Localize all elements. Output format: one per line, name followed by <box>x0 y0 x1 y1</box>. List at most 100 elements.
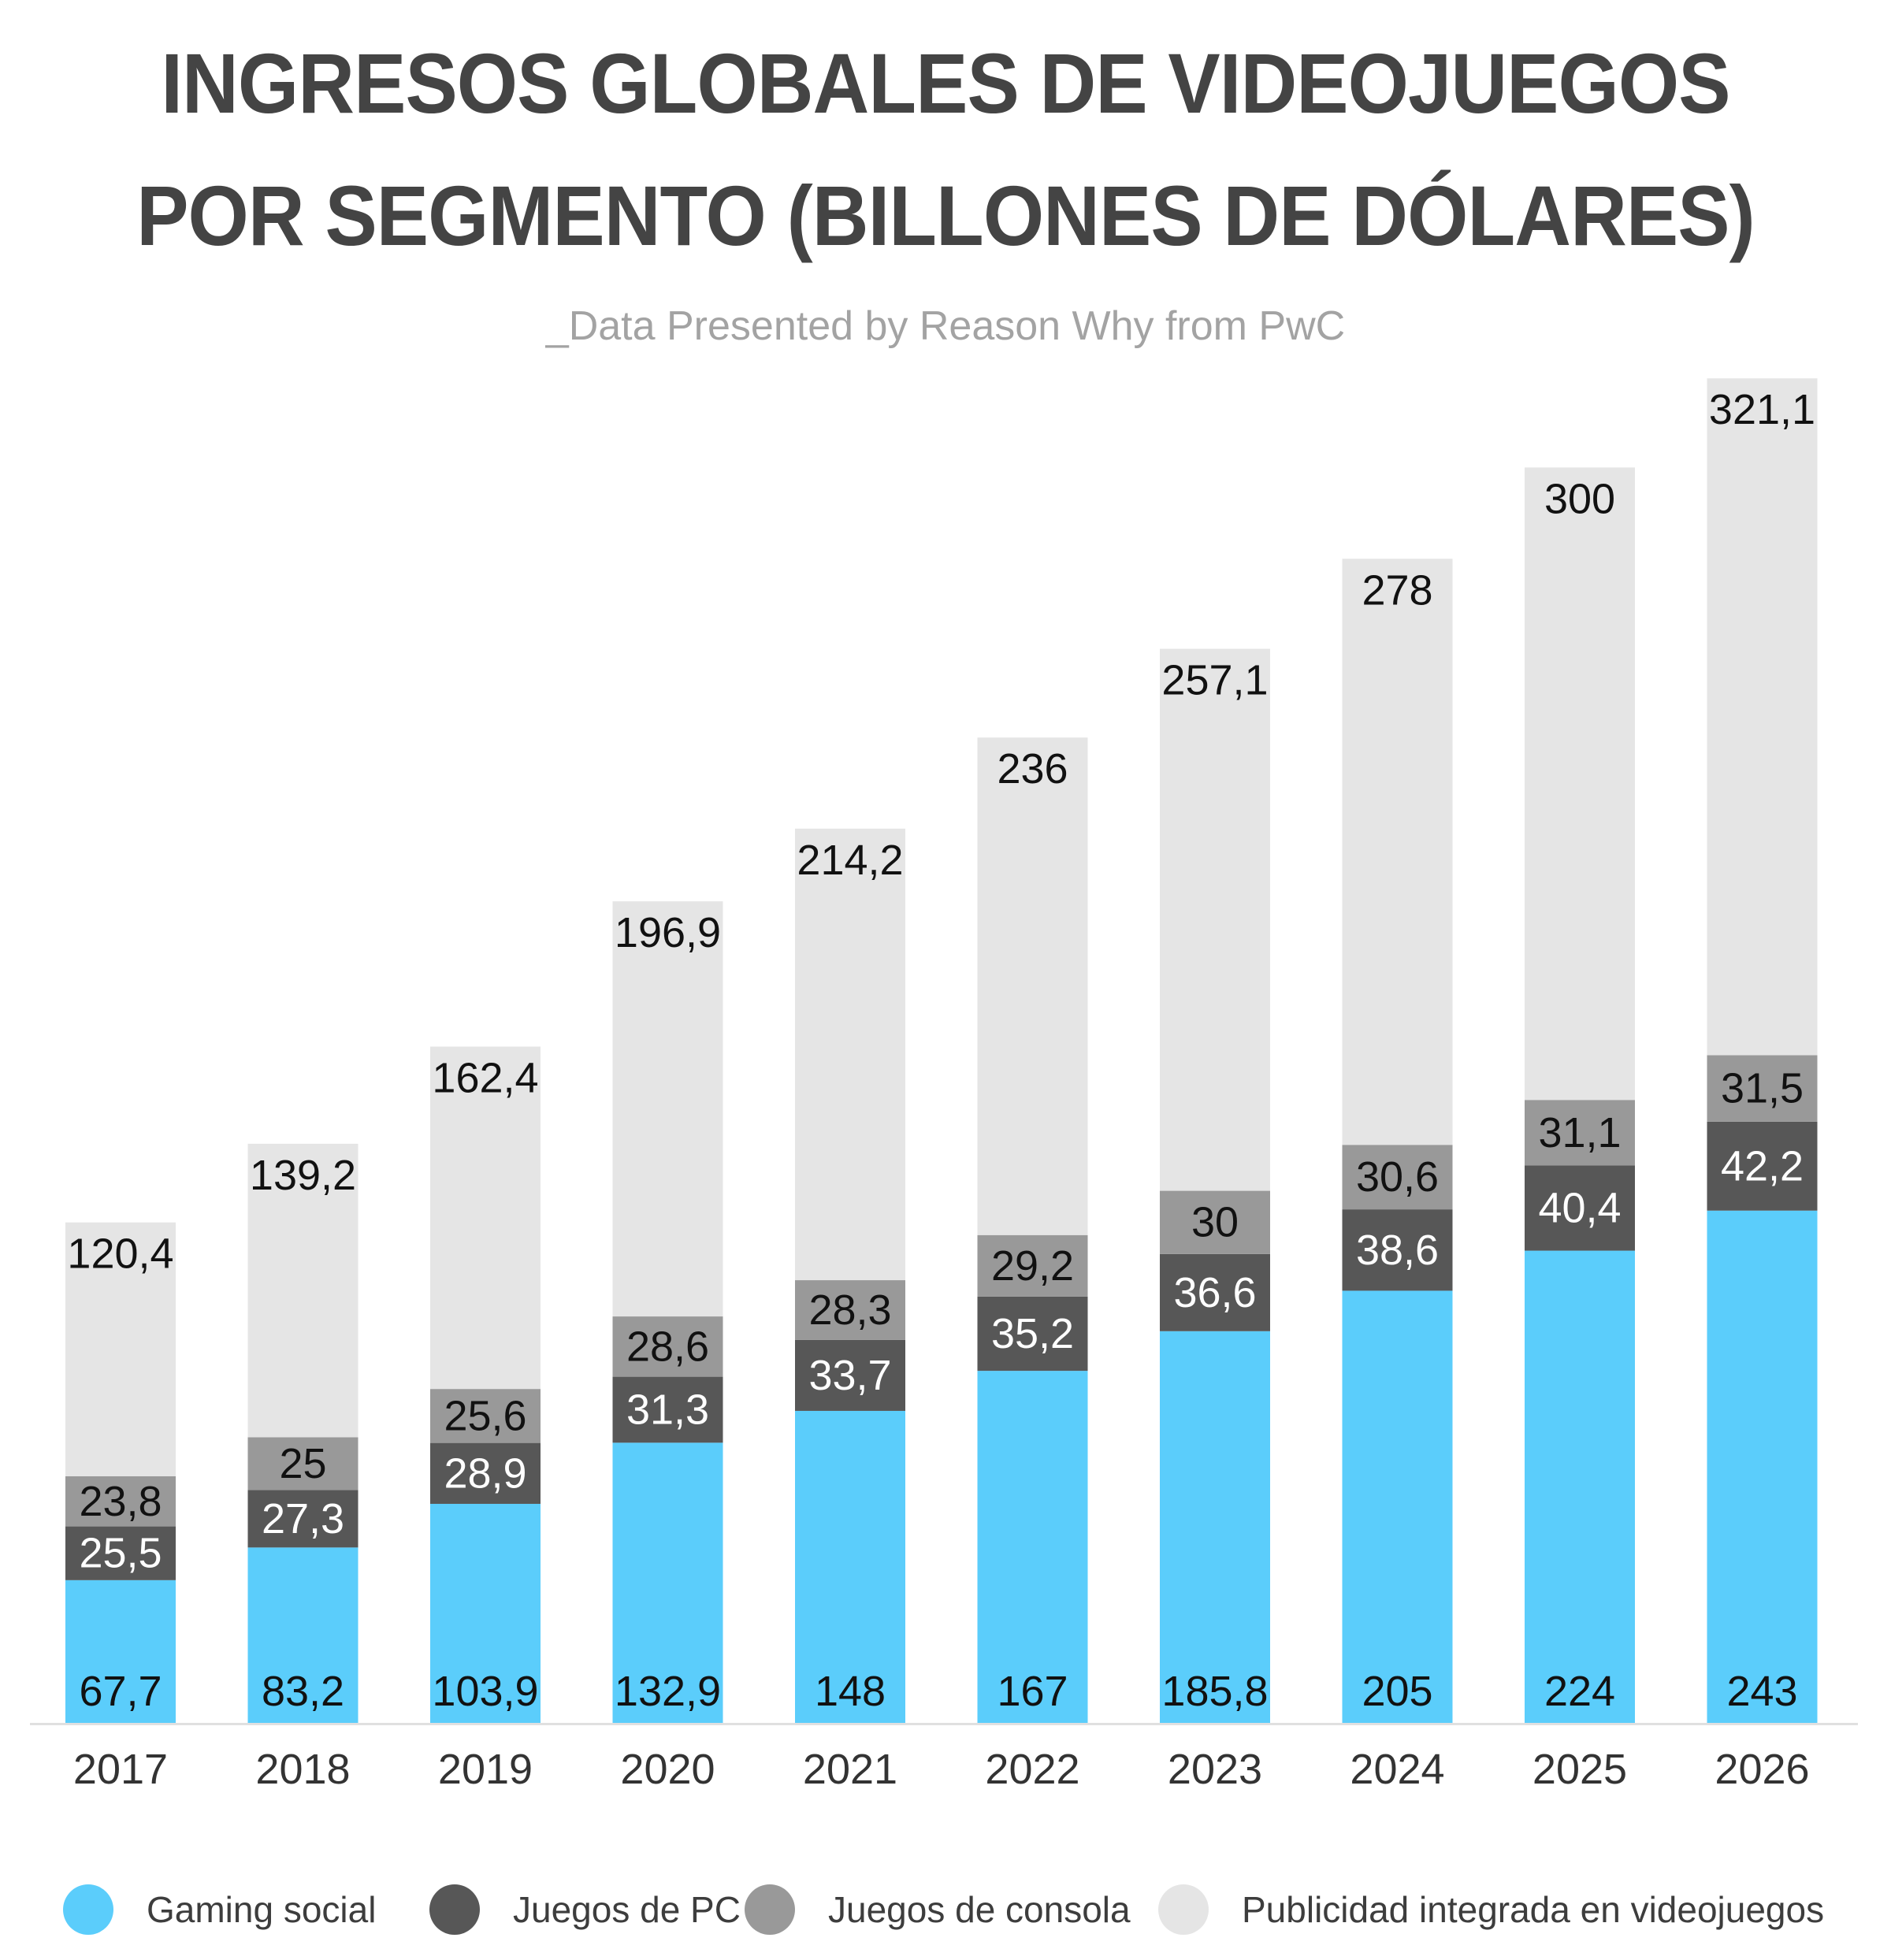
value-label-gaming-social-2025: 224 <box>1544 1668 1615 1715</box>
bar-gaming-social-2023 <box>1160 1331 1270 1723</box>
value-label-juegos-de-consola-2018: 25 <box>279 1440 326 1487</box>
bar-gaming-social-2021 <box>795 1410 905 1723</box>
bar-gaming-social-2019 <box>430 1503 541 1723</box>
legend-item-gaming-social: Gaming social <box>63 1878 376 1941</box>
bar-juegos-de-consola-2026 <box>1707 1055 1818 1122</box>
value-label-publicidad-integrada-en-videojuegos-2020: 196,9 <box>615 909 721 956</box>
value-label-juegos-de-consola-2023: 30 <box>1191 1199 1239 1246</box>
value-label-juegos-de-consola-2022: 29,2 <box>991 1242 1074 1290</box>
chart-title-line-2: POR SEGMENTO (BILLONES DE DÓLARES) <box>136 168 1755 263</box>
bar-gaming-social-2017 <box>65 1580 176 1723</box>
legend-swatch-publicidad <box>1158 1884 1209 1935</box>
bar-publicidad-integrada-en-videojuegos-2024 <box>1342 559 1453 1145</box>
value-label-publicidad-integrada-en-videojuegos-2022: 236 <box>997 745 1068 793</box>
bar-juegos-de-pc-2017 <box>65 1526 176 1580</box>
bar-juegos-de-consola-2018 <box>247 1437 359 1490</box>
bar-juegos-de-pc-2026 <box>1707 1121 1818 1211</box>
bar-gaming-social-2025 <box>1525 1250 1635 1723</box>
value-label-juegos-de-consola-2017: 23,8 <box>79 1478 162 1525</box>
value-label-publicidad-integrada-en-videojuegos-2024: 278 <box>1362 566 1432 614</box>
value-label-publicidad-integrada-en-videojuegos-2017: 120,4 <box>67 1231 173 1278</box>
x-tick-label-2023: 2023 <box>1168 1746 1262 1793</box>
value-label-gaming-social-2019: 103,9 <box>432 1668 538 1715</box>
value-label-publicidad-integrada-en-videojuegos-2021: 214,2 <box>797 837 903 884</box>
value-label-gaming-social-2017: 67,7 <box>79 1668 162 1715</box>
bar-juegos-de-consola-2024 <box>1342 1145 1453 1210</box>
legend-swatch-gaming-social <box>63 1884 113 1935</box>
x-tick-label-2024: 2024 <box>1350 1746 1444 1793</box>
bar-juegos-de-consola-2021 <box>795 1280 905 1340</box>
bar-gaming-social-2022 <box>977 1371 1088 1723</box>
value-label-juegos-de-consola-2026: 31,5 <box>1721 1065 1804 1112</box>
bar-juegos-de-consola-2025 <box>1525 1100 1635 1166</box>
value-label-juegos-de-pc-2020: 31,3 <box>626 1386 709 1433</box>
chart-title-line-1: INGRESOS GLOBALES DE VIDEOJUEGOS <box>161 35 1730 131</box>
x-tick-label-2017: 2017 <box>73 1746 168 1793</box>
bar-publicidad-integrada-en-videojuegos-2020 <box>612 901 723 1317</box>
legend-label-juegos-de-consola: Juegos de consola <box>828 1889 1131 1930</box>
bar-publicidad-integrada-en-videojuegos-2023 <box>1160 648 1270 1191</box>
value-label-gaming-social-2018: 83,2 <box>262 1668 344 1715</box>
bar-juegos-de-consola-2019 <box>430 1389 541 1443</box>
bar-juegos-de-pc-2019 <box>430 1442 541 1504</box>
bar-juegos-de-pc-2018 <box>247 1490 359 1548</box>
value-label-publicidad-integrada-en-videojuegos-2023: 257,1 <box>1161 657 1268 704</box>
bar-juegos-de-pc-2025 <box>1525 1165 1635 1251</box>
value-label-juegos-de-pc-2026: 42,2 <box>1721 1142 1804 1190</box>
bar-gaming-social-2026 <box>1707 1210 1818 1723</box>
value-label-juegos-de-consola-2020: 28,6 <box>626 1323 709 1370</box>
chart-legend: Gaming social Juegos de PC Juegos de con… <box>63 1878 1875 1941</box>
value-label-gaming-social-2022: 167 <box>997 1668 1068 1715</box>
legend-label-gaming-social: Gaming social <box>147 1889 377 1930</box>
value-label-publicidad-integrada-en-videojuegos-2026: 321,1 <box>1709 386 1815 433</box>
legend-swatch-juegos-de-consola <box>745 1884 795 1935</box>
legend-label-juegos-de-pc: Juegos de PC <box>513 1889 741 1930</box>
value-label-juegos-de-consola-2025: 31,1 <box>1538 1109 1621 1156</box>
value-label-gaming-social-2023: 185,8 <box>1161 1668 1268 1715</box>
chart-subtitle: _Data Presented by Reason Why from PwC <box>545 303 1346 349</box>
bar-juegos-de-pc-2020 <box>612 1376 723 1443</box>
bar-juegos-de-pc-2022 <box>977 1296 1088 1372</box>
value-label-juegos-de-consola-2019: 25,6 <box>444 1392 526 1439</box>
bar-publicidad-integrada-en-videojuegos-2018 <box>247 1143 359 1438</box>
bar-juegos-de-consola-2020 <box>612 1316 723 1377</box>
bar-publicidad-integrada-en-videojuegos-2017 <box>65 1222 176 1476</box>
bar-juegos-de-pc-2024 <box>1342 1209 1453 1291</box>
legend-label-publicidad: Publicidad integrada en videojuegos <box>1242 1889 1825 1930</box>
bar-publicidad-integrada-en-videojuegos-2025 <box>1525 467 1635 1101</box>
bar-juegos-de-pc-2023 <box>1160 1253 1270 1331</box>
value-label-publicidad-integrada-en-videojuegos-2018: 139,2 <box>250 1152 356 1199</box>
value-label-publicidad-integrada-en-videojuegos-2019: 162,4 <box>432 1055 538 1102</box>
legend-item-juegos-de-consola: Juegos de consola <box>745 1878 1131 1941</box>
legend-item-publicidad: Publicidad integrada en videojuegos <box>1158 1878 1824 1941</box>
x-tick-label-2019: 2019 <box>438 1746 533 1793</box>
x-tick-label-2018: 2018 <box>255 1746 350 1793</box>
legend-swatch-juegos-de-pc <box>429 1884 480 1935</box>
bar-juegos-de-consola-2022 <box>977 1234 1088 1297</box>
bar-gaming-social-2024 <box>1342 1290 1453 1723</box>
value-label-juegos-de-consola-2021: 28,3 <box>808 1286 891 1334</box>
value-label-juegos-de-pc-2024: 38,6 <box>1356 1227 1439 1274</box>
value-label-juegos-de-pc-2025: 40,4 <box>1538 1185 1621 1232</box>
x-tick-label-2021: 2021 <box>803 1746 897 1793</box>
bar-publicidad-integrada-en-videojuegos-2026 <box>1707 378 1818 1056</box>
value-label-juegos-de-pc-2019: 28,9 <box>444 1450 526 1497</box>
value-label-gaming-social-2021: 148 <box>815 1668 886 1715</box>
value-label-gaming-social-2020: 132,9 <box>615 1668 721 1715</box>
value-label-gaming-social-2024: 205 <box>1362 1668 1432 1715</box>
bar-publicidad-integrada-en-videojuegos-2021 <box>795 828 905 1281</box>
value-label-publicidad-integrada-en-videojuegos-2025: 300 <box>1544 475 1615 522</box>
bar-juegos-de-pc-2021 <box>795 1339 905 1411</box>
x-tick-label-2026: 2026 <box>1715 1746 1809 1793</box>
value-label-juegos-de-consola-2024: 30,6 <box>1356 1153 1439 1201</box>
stacked-bar-chart: 67,7 25,5 23,8 120,4 2017 83,2 27,3 25 139,2 2018… <box>30 378 1858 1793</box>
legend-item-juegos-de-pc: Juegos de PC <box>429 1878 741 1941</box>
chart-title: INGRESOS GLOBALES DE VIDEOJUEGOS POR SEG… <box>76 17 1815 282</box>
value-label-juegos-de-pc-2021: 33,7 <box>808 1352 891 1399</box>
bar-publicidad-integrada-en-videojuegos-2019 <box>430 1046 541 1390</box>
value-label-gaming-social-2026: 243 <box>1726 1668 1797 1715</box>
bar-juegos-de-consola-2017 <box>65 1476 176 1527</box>
value-label-juegos-de-pc-2018: 27,3 <box>262 1495 344 1542</box>
bar-gaming-social-2020 <box>612 1442 723 1723</box>
value-label-juegos-de-pc-2017: 25,5 <box>79 1530 162 1577</box>
